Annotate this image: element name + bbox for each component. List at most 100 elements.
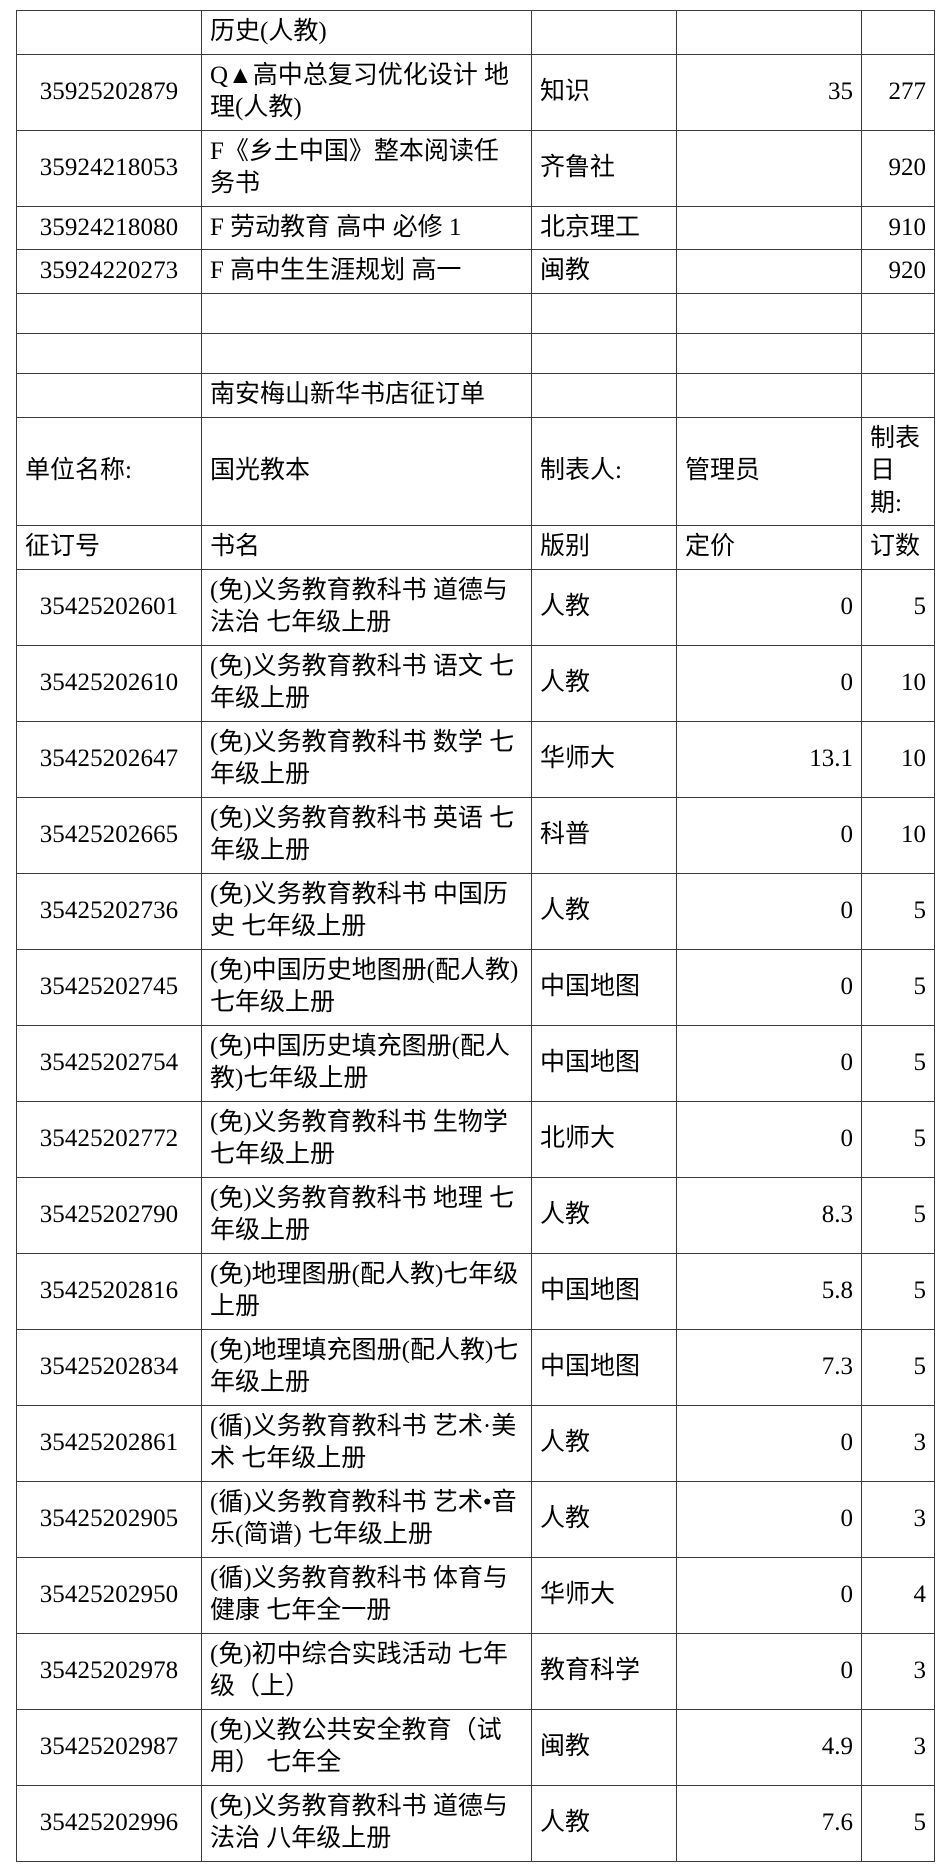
cell-code: 35425202905 <box>16 1480 202 1558</box>
cell-code <box>16 10 202 55</box>
cell-price: 5.8 <box>676 1252 862 1330</box>
cell-code: 35425202745 <box>16 948 202 1026</box>
form-title: 南安梅山新华书店征订单 <box>201 372 532 418</box>
cell-book-name: (免)地理填充图册(配人教)七年级上册 <box>201 1328 532 1406</box>
top-table-body: 历史(人教) 35925202879 Q▲高中总复习优化设计 地理(人教) 知识… <box>16 10 935 570</box>
cell-publisher: 北京理工 <box>531 205 677 250</box>
cell-price: 7.6 <box>676 1784 862 1862</box>
cell-empty-price <box>676 372 862 418</box>
cell-code: 35425202736 <box>16 872 202 950</box>
table-row: 35925202879 Q▲高中总复习优化设计 地理(人教) 知识 35 277 <box>16 53 935 131</box>
column-header-publisher: 版别 <box>531 525 677 570</box>
cell-price: 0 <box>676 1404 862 1482</box>
cell-code: 35425202647 <box>16 720 202 798</box>
cell-code: 35924218053 <box>16 129 202 207</box>
cell-empty-left <box>16 372 202 418</box>
unit-name-label: 单位名称: <box>16 416 202 526</box>
table-row-blank <box>16 292 935 334</box>
cell-price: 0 <box>676 1556 862 1634</box>
cell-publisher: 人教 <box>531 872 677 950</box>
table-row: 35924220273 F 高中生生涯规划 高一 闽教 920 <box>16 249 935 294</box>
cell-price: 0 <box>676 1480 862 1558</box>
cell-qty <box>861 292 935 334</box>
cell-book-name: (免)中国历史地图册(配人教)七年级上册 <box>201 948 532 1026</box>
table-row: 35425202772 (免)义务教育教科书 生物学 七年级上册 北师大 0 5 <box>16 1100 935 1178</box>
cell-qty: 10 <box>861 644 935 722</box>
table-row: 35425202905 (循)义务教育教科书 艺术•音乐(简谱) 七年级上册 人教 0… <box>16 1480 935 1558</box>
table-row: 35425202978 (免)初中综合实践活动 七年级（上） 教育科学 0 3 <box>16 1632 935 1710</box>
cell-book-name: (循)义务教育教科书 体育与健康 七年全一册 <box>201 1556 532 1634</box>
cell-book-name: (免)义务教育教科书 生物学 七年级上册 <box>201 1100 532 1178</box>
cell-price: 4.9 <box>676 1708 862 1786</box>
cell-code: 35425202601 <box>16 568 202 646</box>
cell-publisher <box>531 332 677 374</box>
cell-code: 35425202754 <box>16 1024 202 1102</box>
table-row: 35425202950 (循)义务教育教科书 体育与健康 七年全一册 华师大 0 4 <box>16 1556 935 1634</box>
column-header-price: 定价 <box>676 525 862 570</box>
table-row: 35425202647 (免)义务教育教科书 数学 七年级上册 华师大 13.1 10 <box>16 720 935 798</box>
cell-publisher: 科普 <box>531 796 677 874</box>
cell-qty: 3 <box>861 1708 935 1786</box>
cell-publisher: 齐鲁社 <box>531 129 677 207</box>
cell-price: 0 <box>676 872 862 950</box>
cell-code: 35924218080 <box>16 205 202 250</box>
cell-qty: 920 <box>861 249 935 294</box>
cell-book-name: (免)义务教育教科书 道德与法治 七年级上册 <box>201 568 532 646</box>
cell-publisher: 闽教 <box>531 1708 677 1786</box>
cell-book-name: F《乡土中国》整本阅读任务书 <box>201 129 532 207</box>
cell-book-name: (免)义务教育教科书 中国历史 七年级上册 <box>201 872 532 950</box>
cell-qty: 3 <box>861 1632 935 1710</box>
maker-value: 管理员 <box>676 416 862 526</box>
top-continued-table: 历史(人教) 35925202879 Q▲高中总复习优化设计 地理(人教) 知识… <box>16 10 935 570</box>
cell-code: 35425202950 <box>16 1556 202 1634</box>
table-row: 35425202754 (免)中国历史填充图册(配人教)七年级上册 中国地图 0 5 <box>16 1024 935 1102</box>
cell-code: 35924220273 <box>16 249 202 294</box>
table-row: 35924218080 F 劳动教育 高中 必修 1 北京理工 910 <box>16 205 935 250</box>
cell-qty: 4 <box>861 1556 935 1634</box>
form-title-row: 南安梅山新华书店征订单 <box>16 372 935 418</box>
cell-publisher: 中国地图 <box>531 948 677 1026</box>
cell-qty: 5 <box>861 872 935 950</box>
cell-qty: 5 <box>861 948 935 1026</box>
cell-price <box>676 332 862 374</box>
cell-book-name <box>201 332 532 374</box>
cell-publisher: 人教 <box>531 644 677 722</box>
cell-book-name: (免)义务教育教科书 数学 七年级上册 <box>201 720 532 798</box>
cell-qty: 10 <box>861 796 935 874</box>
cell-code <box>16 332 202 374</box>
cell-publisher <box>531 292 677 334</box>
cell-qty: 10 <box>861 720 935 798</box>
cell-code: 35425202665 <box>16 796 202 874</box>
cell-code <box>16 292 202 334</box>
make-date-label: 制表日期: <box>861 416 935 526</box>
cell-price <box>676 10 862 55</box>
cell-price <box>676 205 862 250</box>
table-row: 35425202736 (免)义务教育教科书 中国历史 七年级上册 人教 0 5 <box>16 872 935 950</box>
cell-empty-qty <box>861 372 935 418</box>
table-row: 历史(人教) <box>16 10 935 55</box>
cell-publisher: 人教 <box>531 568 677 646</box>
cell-price <box>676 129 862 207</box>
cell-price: 8.3 <box>676 1176 862 1254</box>
cell-price: 0 <box>676 796 862 874</box>
cell-publisher <box>531 10 677 55</box>
cell-publisher: 中国地图 <box>531 1024 677 1102</box>
cell-code: 35925202879 <box>16 53 202 131</box>
cell-code: 35425202816 <box>16 1252 202 1330</box>
cell-book-name: F 劳动教育 高中 必修 1 <box>201 205 532 250</box>
table-row: 35924218053 F《乡土中国》整本阅读任务书 齐鲁社 920 <box>16 129 935 207</box>
cell-book-name: (免)义务教育教科书 道德与法治 八年级上册 <box>201 1784 532 1862</box>
cell-book-name: (免)中国历史填充图册(配人教)七年级上册 <box>201 1024 532 1102</box>
cell-price: 0 <box>676 568 862 646</box>
order-rows-table: 35425202601 (免)义务教育教科书 道德与法治 七年级上册 人教 0 5 354… <box>16 568 935 1862</box>
table-row: 35425202665 (免)义务教育教科书 英语 七年级上册 科普 0 10 <box>16 796 935 874</box>
cell-qty: 3 <box>861 1404 935 1482</box>
form-meta-row: 单位名称: 国光教本 制表人: 管理员 制表日期: <box>16 416 935 526</box>
cell-code: 35425202861 <box>16 1404 202 1482</box>
cell-price: 7.3 <box>676 1328 862 1406</box>
cell-book-name: (循)义务教育教科书 艺术•音乐(简谱) 七年级上册 <box>201 1480 532 1558</box>
cell-book-name: (免)义务教育教科书 地理 七年级上册 <box>201 1176 532 1254</box>
cell-price: 0 <box>676 1100 862 1178</box>
cell-book-name: F 高中生生涯规划 高一 <box>201 249 532 294</box>
column-header-order-no: 征订号 <box>16 525 202 570</box>
